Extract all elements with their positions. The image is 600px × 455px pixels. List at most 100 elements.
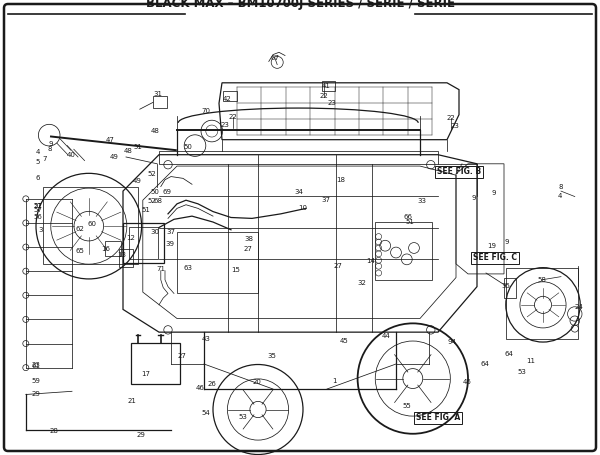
Text: 52: 52 [148, 198, 156, 204]
Text: 27: 27 [34, 202, 42, 209]
Text: 31: 31 [154, 91, 162, 97]
Text: 7: 7 [43, 156, 47, 162]
Text: 51: 51 [142, 207, 150, 213]
Text: 20: 20 [253, 379, 261, 385]
Text: 64: 64 [481, 361, 489, 367]
Text: 94: 94 [448, 339, 456, 345]
Text: 8: 8 [559, 183, 563, 190]
Text: 1: 1 [332, 378, 337, 384]
Text: 56: 56 [34, 214, 42, 220]
Text: 54: 54 [202, 410, 210, 416]
Text: 18: 18 [336, 177, 346, 183]
Text: 22: 22 [447, 115, 455, 121]
Text: 6: 6 [35, 175, 40, 182]
Text: 4: 4 [35, 149, 40, 156]
Text: 40: 40 [67, 152, 75, 158]
Text: 45: 45 [340, 338, 348, 344]
Text: 64: 64 [505, 351, 513, 357]
Text: 23: 23 [451, 123, 459, 130]
Text: 26: 26 [208, 381, 216, 388]
Text: 5: 5 [35, 158, 40, 165]
Text: 27: 27 [334, 263, 342, 269]
Text: 9: 9 [491, 190, 496, 197]
Text: 34: 34 [295, 189, 303, 195]
Text: 66: 66 [404, 214, 413, 221]
Bar [119, 249, 133, 267]
Text: 33: 33 [418, 198, 426, 204]
Text: 46: 46 [196, 385, 204, 391]
Text: 23: 23 [32, 362, 40, 368]
Text: 63: 63 [184, 264, 193, 271]
Bar [375, 222, 432, 280]
Text: SEE FIG. A: SEE FIG. A [416, 413, 460, 422]
Text: 57: 57 [34, 207, 42, 213]
Text: 22: 22 [229, 114, 237, 121]
Text: 38: 38 [245, 236, 254, 242]
Text: 43: 43 [202, 336, 210, 342]
Text: 70: 70 [202, 107, 211, 114]
Text: 68: 68 [154, 198, 162, 204]
Text: 35: 35 [268, 353, 276, 359]
Text: 59: 59 [32, 378, 40, 384]
Text: 50: 50 [151, 189, 159, 195]
Text: 14: 14 [367, 258, 375, 264]
Bar [123, 223, 164, 263]
Text: 27: 27 [178, 353, 186, 359]
Text: 46: 46 [463, 379, 471, 385]
Text: SEE FIG. C: SEE FIG. C [473, 253, 517, 263]
Text: 69: 69 [162, 189, 172, 195]
Text: 37: 37 [322, 197, 331, 203]
Bar [105, 241, 121, 256]
Text: 21: 21 [128, 398, 136, 404]
Text: 24: 24 [575, 304, 583, 310]
Text: 16: 16 [101, 246, 110, 252]
Text: 44: 44 [382, 333, 390, 339]
Text: 9: 9 [472, 195, 476, 201]
Text: 3: 3 [38, 227, 43, 233]
Text: 53: 53 [518, 369, 526, 375]
Text: 42: 42 [223, 96, 231, 102]
Text: 39: 39 [165, 241, 174, 248]
Text: 9: 9 [505, 239, 509, 245]
Bar [129, 227, 158, 259]
Bar [131, 343, 180, 384]
Text: 48: 48 [151, 128, 159, 134]
Text: 55: 55 [403, 403, 411, 409]
Text: 8: 8 [47, 146, 52, 152]
Text: 60: 60 [88, 221, 96, 228]
Text: 29: 29 [32, 391, 40, 398]
Text: 35: 35 [502, 283, 510, 289]
Text: BLACK MAX – BM10700J SERIES / SÉRIE / SERIE: BLACK MAX – BM10700J SERIES / SÉRIE / SE… [146, 0, 455, 10]
Text: 10: 10 [299, 205, 308, 211]
Text: 11: 11 [527, 358, 536, 364]
Text: 52: 52 [148, 171, 156, 177]
Bar [43, 187, 138, 264]
Text: 49: 49 [133, 177, 141, 184]
Text: 27: 27 [244, 246, 252, 252]
Text: 67: 67 [271, 55, 280, 61]
Text: 37: 37 [166, 229, 175, 235]
Text: SEE FIG. B: SEE FIG. B [437, 167, 481, 177]
Text: 47: 47 [106, 136, 114, 143]
Text: 9: 9 [49, 141, 53, 147]
Text: 53: 53 [239, 414, 247, 420]
Text: 41: 41 [322, 83, 330, 90]
Text: 22: 22 [320, 92, 328, 99]
Text: 4: 4 [557, 192, 562, 199]
Text: 29: 29 [137, 432, 145, 439]
Text: 15: 15 [232, 267, 240, 273]
Text: 23: 23 [328, 100, 336, 106]
Text: 51: 51 [406, 219, 414, 225]
Text: 13: 13 [118, 252, 127, 258]
Text: 51: 51 [34, 202, 42, 209]
Text: 30: 30 [151, 229, 160, 235]
Text: 17: 17 [142, 371, 150, 377]
Text: 49: 49 [110, 154, 118, 160]
Text: 32: 32 [358, 280, 366, 286]
Text: 65: 65 [76, 248, 84, 254]
Text: 58: 58 [538, 277, 546, 283]
Text: 19: 19 [487, 243, 497, 249]
Text: 51: 51 [134, 143, 142, 150]
Text: 61: 61 [32, 363, 41, 369]
Text: 28: 28 [50, 428, 58, 435]
